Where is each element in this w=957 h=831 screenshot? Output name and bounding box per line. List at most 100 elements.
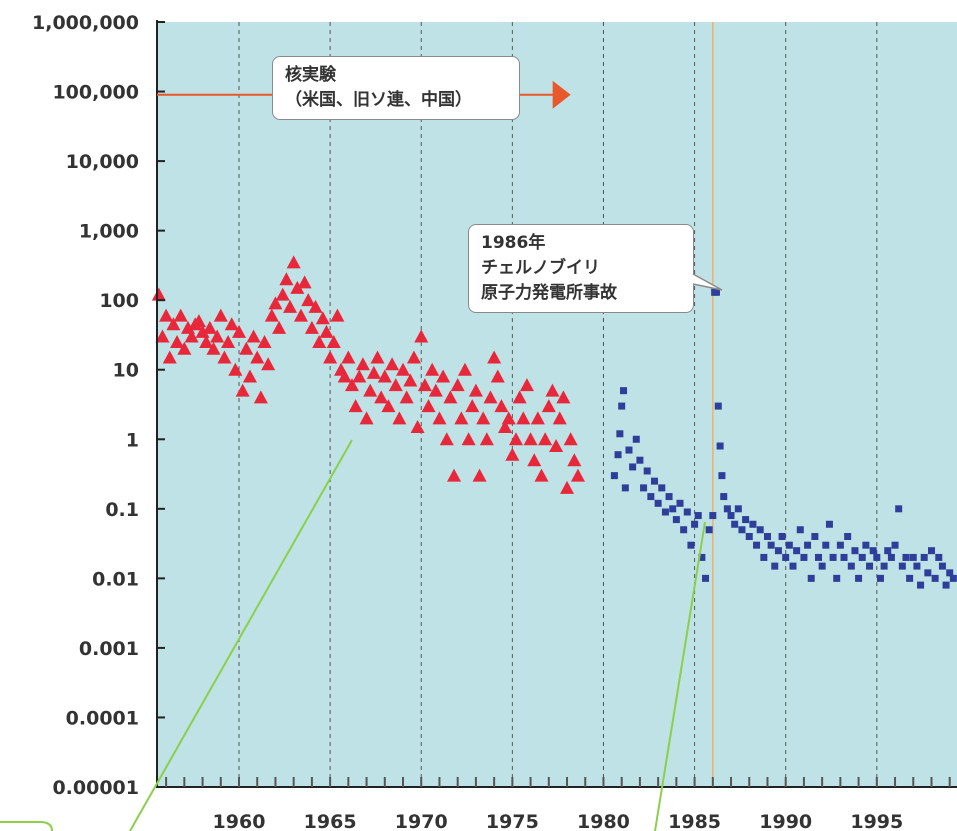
- data-series: [151, 255, 957, 589]
- nuclear-tests-label-line-1: 核実験: [285, 65, 336, 85]
- triangle-point: [337, 369, 352, 383]
- triangle-point: [315, 311, 330, 325]
- square-point: [789, 562, 797, 570]
- square-point: [621, 484, 629, 492]
- axes: [156, 20, 957, 788]
- triangle-point: [447, 468, 462, 482]
- triangle-point: [370, 350, 385, 364]
- triangle-point: [261, 357, 276, 371]
- triangle-point: [221, 335, 236, 349]
- chernobyl-label-line-2: チェルノブイリ: [481, 258, 600, 278]
- triangle-point: [323, 350, 338, 364]
- triangle-point: [406, 350, 421, 364]
- triangle-point: [417, 378, 432, 392]
- triangle-point: [450, 378, 465, 392]
- triangle-point: [239, 341, 254, 355]
- triangle-point: [319, 324, 334, 338]
- square-point: [906, 574, 914, 582]
- square-point: [683, 508, 691, 516]
- triangle-point: [286, 255, 301, 269]
- square-point: [618, 402, 626, 410]
- square-point: [844, 532, 852, 540]
- triangle-point: [505, 447, 520, 461]
- series-square: [610, 288, 957, 589]
- triangle-point: [206, 341, 221, 355]
- triangle-point: [428, 383, 443, 397]
- triangle-point: [290, 280, 305, 294]
- square-point: [734, 505, 742, 513]
- square-point: [847, 562, 855, 570]
- triangle-point: [348, 399, 363, 413]
- triangle-point: [159, 308, 174, 322]
- triangle-point: [363, 383, 378, 397]
- triangle-point: [396, 362, 411, 376]
- square-point: [718, 472, 726, 480]
- triangle-point: [381, 399, 396, 413]
- triangle-point: [454, 411, 469, 425]
- triangle-point: [359, 411, 374, 425]
- square-point: [931, 574, 939, 582]
- square-point: [625, 446, 633, 454]
- square-point: [756, 526, 764, 534]
- triangle-point: [385, 357, 400, 371]
- square-point: [640, 484, 648, 492]
- square-point: [811, 532, 819, 540]
- triangle-point: [487, 350, 502, 364]
- nuclear-tests-arrowhead: [552, 80, 571, 109]
- triangle-point: [170, 335, 185, 349]
- square-point: [862, 541, 870, 549]
- square-point: [851, 547, 859, 555]
- square-point: [887, 553, 895, 561]
- triangle-point: [414, 329, 429, 343]
- triangle-point: [202, 320, 217, 334]
- square-point: [833, 574, 841, 582]
- square-point: [829, 553, 837, 561]
- square-point: [807, 574, 815, 582]
- x-tick-label: 1990: [759, 811, 812, 831]
- triangle-point: [151, 287, 166, 301]
- chernobyl-callout-tail: [692, 273, 723, 291]
- triangle-point: [399, 390, 414, 404]
- x-tick-label: 1975: [486, 811, 539, 831]
- pointer-lines: [129, 439, 706, 831]
- square-point: [698, 553, 706, 561]
- triangle-point: [162, 350, 177, 364]
- triangle-point: [213, 308, 228, 322]
- triangle-point: [556, 390, 571, 404]
- square-point: [643, 467, 651, 475]
- square-point: [836, 541, 844, 549]
- triangle-point: [344, 378, 359, 392]
- square-point: [938, 562, 946, 570]
- square-point: [895, 505, 903, 513]
- square-point: [672, 516, 680, 524]
- triangle-point: [545, 383, 560, 397]
- y-tick-label: 0.01: [92, 568, 139, 590]
- nuclear-tests-callout: 核実験 （米国、旧ソ連、中国）: [272, 56, 520, 120]
- triangle-point: [330, 308, 345, 322]
- triangle-point: [523, 432, 538, 446]
- square-point: [661, 508, 669, 516]
- series-triangle: [151, 255, 585, 494]
- triangle-point: [421, 399, 436, 413]
- square-point: [913, 562, 921, 570]
- square-point: [714, 402, 722, 410]
- triangle-point: [195, 324, 210, 338]
- square-point: [647, 493, 655, 501]
- triangle-point: [355, 357, 370, 371]
- square-point: [616, 430, 624, 438]
- triangle-point: [297, 275, 312, 289]
- triangle-point: [472, 468, 487, 482]
- square-point: [610, 472, 618, 480]
- triangle-point: [312, 335, 327, 349]
- square-point: [723, 505, 731, 513]
- x-axis-ticks: 1960 1965 1970 1975 1980 1985 1990 1995: [165, 777, 951, 831]
- square-point: [763, 532, 771, 540]
- triangle-point: [268, 296, 283, 310]
- triangle-point: [366, 365, 381, 379]
- square-point: [749, 520, 757, 528]
- triangle-point: [476, 411, 491, 425]
- x-tick-label: 1970: [395, 811, 448, 831]
- triangle-point: [250, 350, 265, 364]
- triangle-point: [549, 439, 564, 453]
- x-tick-label: 1985: [668, 811, 721, 831]
